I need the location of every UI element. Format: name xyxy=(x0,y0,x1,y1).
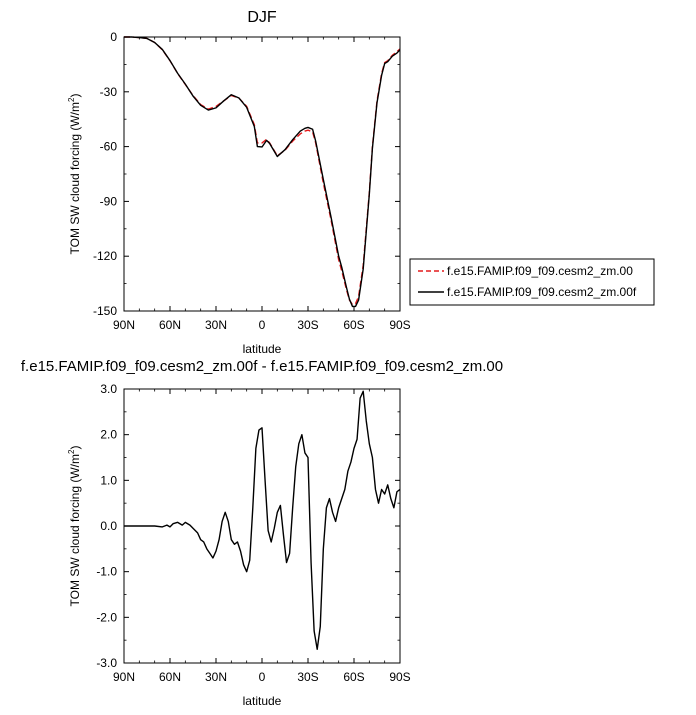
bottom-y-tick-label: -2.0 xyxy=(96,610,117,624)
bottom-series xyxy=(124,390,401,650)
bottom-panel: f.e15.FAMIP.f09_f09.cesm2_zm.00f - f.e15… xyxy=(21,358,503,708)
top-x-tick-label: 90S xyxy=(389,318,410,332)
legend-label-1: f.e15.FAMIP.f09_f09.cesm2_zm.00f xyxy=(447,285,637,299)
top-x-tick-label: 90N xyxy=(113,318,135,332)
bottom-x-tick-label: 60S xyxy=(343,670,364,684)
bottom-x-axis-label: latitude xyxy=(243,694,282,708)
top-y-axis-label: TOM SW cloud forcing (W/m2) xyxy=(67,94,82,255)
top-title: DJF xyxy=(247,9,277,26)
bottom-x-tick-label: 60N xyxy=(159,670,181,684)
top-y-tick-label: -120 xyxy=(93,249,117,263)
bottom-series-line-0 xyxy=(124,390,401,650)
top-x-tick-label: 60S xyxy=(343,318,364,332)
top-y-tick-label: -90 xyxy=(100,194,118,208)
bottom-x-tick-label: 90N xyxy=(113,670,135,684)
bottom-plot-frame xyxy=(123,388,401,664)
bottom-y-axis-label: TOM SW cloud forcing (W/m2) xyxy=(67,446,82,607)
bottom-x-tick-label: 0 xyxy=(259,670,266,684)
bottom-y-tick-label: 3.0 xyxy=(100,382,117,396)
top-series-line-0 xyxy=(124,36,401,306)
legend: f.e15.FAMIP.f09_f09.cesm2_zm.00 f.e15.FA… xyxy=(409,258,655,306)
top-y-tick-label: -30 xyxy=(100,85,118,99)
bottom-y-tick-label: -3.0 xyxy=(96,656,117,670)
bottom-y-tick-label: 0.0 xyxy=(100,519,117,533)
top-series xyxy=(124,36,401,308)
bottom-y-tick-label: 2.0 xyxy=(100,428,117,442)
legend-box xyxy=(409,258,655,306)
top-y-tick-label: -150 xyxy=(93,304,117,318)
top-x-axis-label: latitude xyxy=(243,342,282,356)
top-plot-frame xyxy=(123,36,401,312)
top-x-tick-label: 0 xyxy=(259,318,266,332)
top-x-tick-label: 60N xyxy=(159,318,181,332)
top-x-tick-label: 30N xyxy=(205,318,227,332)
bottom-ticks: 90N 60N 30N 0 30S 60S 90S 3.0 2.0 1.0 0.0 -1.0 -2.0 -… xyxy=(96,382,410,684)
top-y-tick-label: -60 xyxy=(100,140,118,154)
top-x-tick-label: 30S xyxy=(297,318,318,332)
bottom-x-tick-label: 30N xyxy=(205,670,227,684)
bottom-x-tick-label: 30S xyxy=(297,670,318,684)
bottom-title: f.e15.FAMIP.f09_f09.cesm2_zm.00f - f.e15… xyxy=(21,358,503,375)
top-panel: DJF 90N 60N 30N 0 30S 60S 90S 0 -30 -60 -90 -120 -15… xyxy=(67,9,655,356)
top-y-tick-label: 0 xyxy=(110,30,117,44)
bottom-y-tick-label: -1.0 xyxy=(96,565,117,579)
bottom-y-tick-label: 1.0 xyxy=(100,473,117,487)
legend-label-0: f.e15.FAMIP.f09_f09.cesm2_zm.00 xyxy=(447,264,633,278)
bottom-x-tick-label: 90S xyxy=(389,670,410,684)
top-series-line-1 xyxy=(124,36,401,308)
top-ticks: 90N 60N 30N 0 30S 60S 90S 0 -30 -60 -90 -120 -150 xyxy=(93,30,411,332)
